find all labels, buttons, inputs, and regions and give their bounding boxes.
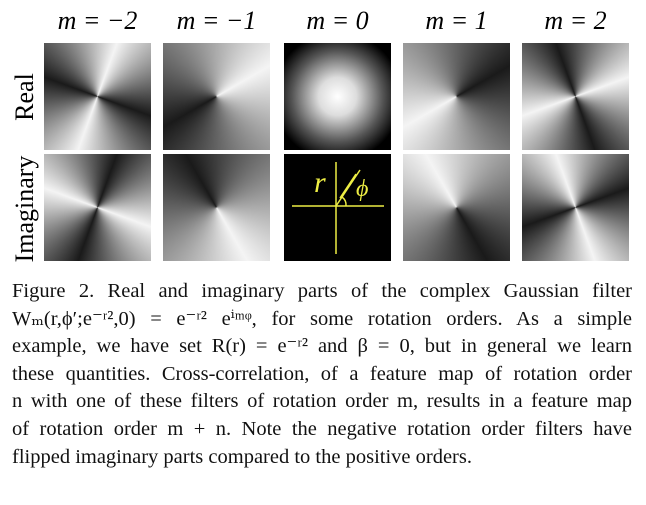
filter-panel — [403, 43, 510, 150]
filter-panel — [163, 43, 270, 150]
radius-arrow — [335, 169, 361, 207]
row-label: Imaginary — [10, 155, 39, 263]
filter-panel — [163, 154, 270, 261]
filter-panel — [403, 154, 510, 261]
caption-line: of rotation order m + n. Note the negati… — [12, 417, 632, 440]
caption-line: Wₘ(r,ϕ′;e⁻ʳ²,0) = e⁻ʳ² eⁱᵐᵠ, for some ro… — [12, 307, 632, 330]
column-label: m = 0 — [306, 6, 369, 35]
caption-line: these quantities. Cross-correlation, of … — [12, 362, 632, 385]
angle-label: ϕ — [356, 176, 368, 202]
angle-arc — [341, 196, 347, 207]
radius-arrow — [339, 173, 357, 199]
radius-label: r — [314, 166, 326, 199]
column-label: m = 1 — [425, 6, 488, 35]
filter-panel — [44, 43, 151, 150]
filter-panel — [44, 154, 151, 261]
caption-line: flipped imaginary parts compared to the … — [12, 445, 472, 468]
column-label: m = −1 — [176, 6, 257, 35]
column-label: m = −2 — [57, 6, 138, 35]
figure-caption: Figure 2. Real and imaginary parts of th… — [12, 278, 632, 471]
caption-line: Figure 2. Real and imaginary parts of th… — [12, 280, 632, 302]
caption-line: n with one of these filters of rotation … — [12, 390, 632, 413]
filter-panel — [522, 154, 629, 261]
filter-panel — [284, 43, 391, 150]
caption-line: example, we have set R(r) = e⁻ʳ² and β =… — [12, 335, 632, 358]
filter-panel — [522, 43, 629, 150]
column-label: m = 2 — [544, 6, 607, 35]
